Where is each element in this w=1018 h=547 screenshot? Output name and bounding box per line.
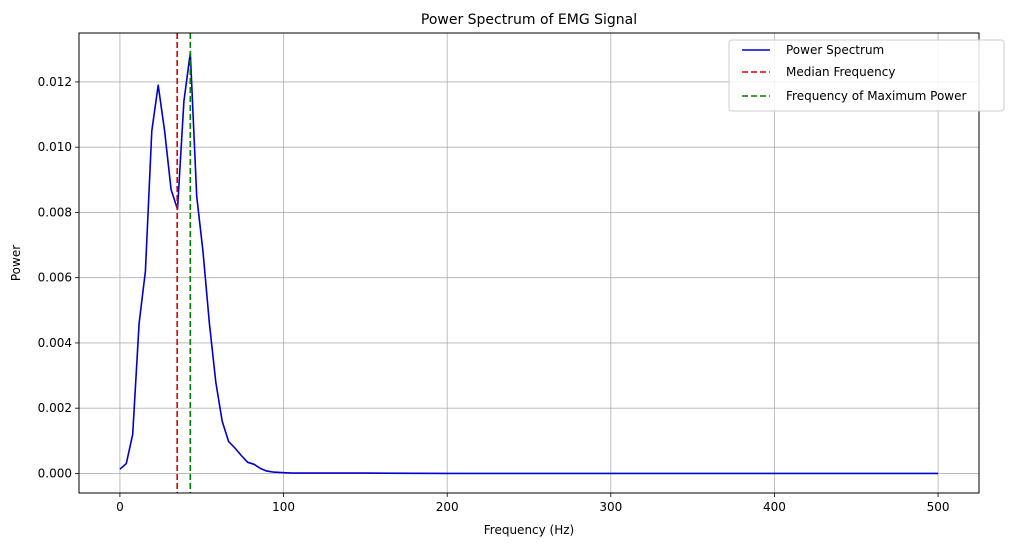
x-tick-label: 0 <box>116 500 124 514</box>
x-tick-label: 300 <box>599 500 622 514</box>
plot-frame <box>78 32 980 494</box>
y-tick-label: 0.006 <box>38 271 72 285</box>
legend-label-median-frequency: Median Frequency <box>786 65 895 79</box>
legend-label-power-spectrum: Power Spectrum <box>786 43 884 57</box>
plot-lines <box>119 33 939 493</box>
axis-ticks: 0 100 200 300 400 500 0.000 0.002 0.004 0.006 0.00… <box>38 75 950 514</box>
legend-box <box>728 39 1005 112</box>
y-tick-label: 0.004 <box>38 336 72 350</box>
y-tick-label: 0.002 <box>38 401 72 415</box>
x-tick-label: 400 <box>763 500 786 514</box>
chart-title: Power Spectrum of EMG Signal <box>421 12 637 28</box>
power-spectrum-line <box>119 51 939 475</box>
x-tick-label: 500 <box>927 500 950 514</box>
y-tick-label: 0.000 <box>38 466 72 480</box>
legend: Power Spectrum Median Frequency Frequenc… <box>728 39 1005 112</box>
y-tick-label: 0.010 <box>38 140 72 154</box>
y-tick-label: 0.008 <box>38 205 72 219</box>
x-tick-label: 200 <box>436 500 459 514</box>
legend-label-max-power-frequency: Frequency of Maximum Power <box>786 89 966 103</box>
y-axis-label: Power <box>9 245 23 281</box>
x-tick-label: 100 <box>272 500 295 514</box>
y-tick-label: 0.012 <box>38 75 72 89</box>
x-axis-label: Frequency (Hz) <box>484 523 575 537</box>
